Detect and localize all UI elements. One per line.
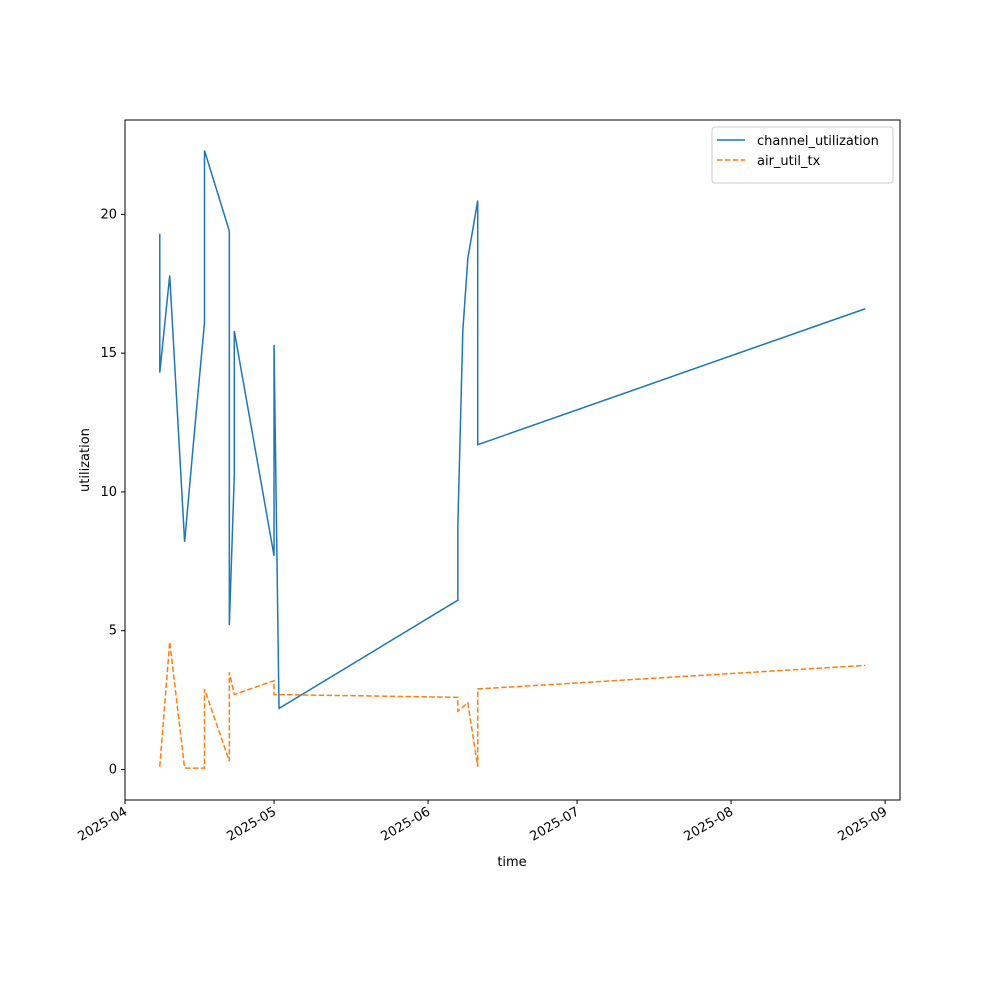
plot-frame: [124, 119, 901, 801]
y-tick-label: 10: [100, 485, 117, 500]
y-tick-label: 15: [100, 346, 117, 361]
x-axis-label: time: [497, 855, 526, 870]
x-tick-label: 2025-06: [378, 804, 433, 844]
x-tick-label: 2025-08: [682, 804, 737, 844]
legend-box: [711, 126, 894, 184]
y-tick-label: 0: [109, 762, 117, 777]
series-line: [159, 150, 866, 710]
series-line: [159, 641, 866, 769]
x-tick-label: 2025-07: [528, 804, 583, 844]
x-tick-label: 2025-05: [224, 804, 279, 844]
legend-label: channel_utilization: [757, 134, 879, 149]
y-tick-label: 20: [100, 207, 117, 222]
y-axis-label: utilization: [78, 428, 93, 492]
x-tick-label: 2025-04: [75, 804, 130, 844]
y-tick-label: 5: [109, 624, 117, 639]
legend-label: air_util_tx: [757, 154, 821, 169]
x-tick-label: 2025-09: [836, 804, 891, 844]
